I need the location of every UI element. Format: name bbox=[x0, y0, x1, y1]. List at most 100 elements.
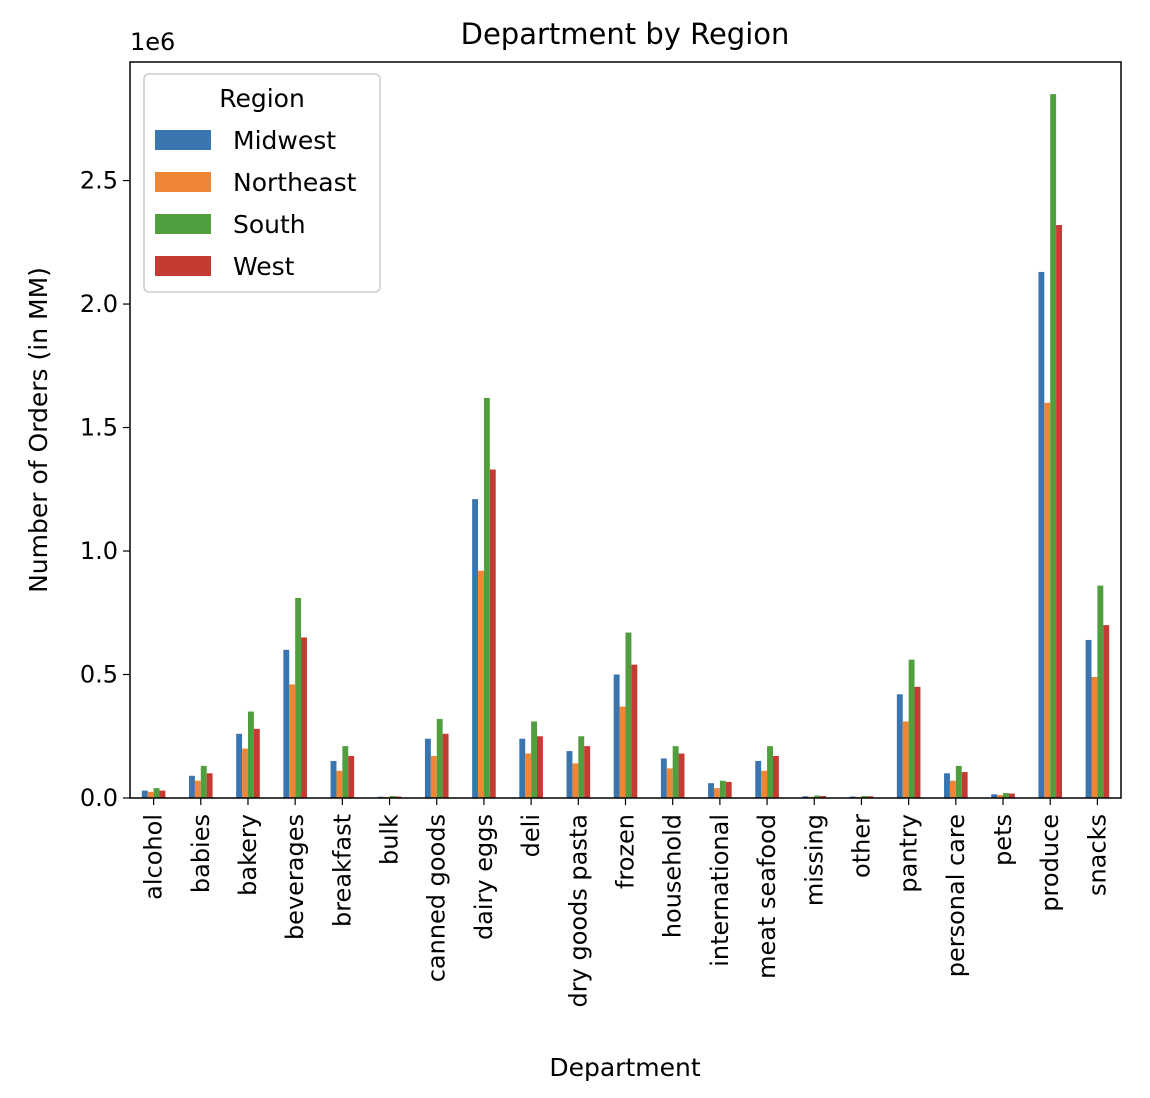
legend-label-south: South bbox=[233, 210, 306, 239]
y-tick-label: 2.5 bbox=[80, 167, 118, 195]
bar-northeast-pantry bbox=[902, 721, 909, 798]
x-tick-label: alcohol bbox=[140, 814, 168, 900]
bar-midwest-produce bbox=[1038, 271, 1045, 798]
legend-swatch-south bbox=[155, 214, 211, 234]
bar-midwest-pantry bbox=[896, 694, 903, 798]
bar-midwest-dry-goods-pasta bbox=[566, 751, 573, 798]
bar-south-dry-goods-pasta bbox=[578, 736, 585, 798]
bar-south-meat-seafood bbox=[767, 746, 773, 798]
bar-northeast-dairy-eggs bbox=[478, 570, 484, 798]
x-tick-label: dairy eggs bbox=[470, 814, 498, 940]
bar-midwest-meat-seafood bbox=[755, 760, 762, 798]
bar-west-babies bbox=[206, 773, 213, 798]
bar-midwest-breakfast bbox=[330, 760, 337, 798]
bar-northeast-produce bbox=[1044, 402, 1051, 798]
bar-south-missing bbox=[814, 795, 821, 798]
bar-south-pets bbox=[1003, 793, 1009, 798]
bar-northeast-deli bbox=[525, 753, 532, 798]
bar-northeast-dry-goods-pasta bbox=[572, 763, 579, 798]
bar-west-personal-care bbox=[961, 772, 968, 798]
x-tick-label: beverages bbox=[281, 814, 309, 940]
bar-west-other bbox=[867, 796, 874, 798]
x-tick-label: canned goods bbox=[423, 814, 451, 982]
x-tick-label: meat seafood bbox=[753, 814, 781, 979]
bar-south-alcohol bbox=[153, 788, 160, 798]
x-tick-label: deli bbox=[517, 814, 545, 857]
x-tick-label: other bbox=[847, 814, 875, 878]
x-tick-label: snacks bbox=[1083, 814, 1111, 896]
bar-northeast-pets bbox=[997, 795, 1004, 798]
bar-west-dry-goods-pasta bbox=[584, 746, 591, 798]
bar-west-alcohol bbox=[159, 790, 166, 798]
bar-midwest-personal-care bbox=[944, 773, 950, 798]
legend-label-midwest: Midwest bbox=[233, 126, 336, 155]
x-axis-label: Department bbox=[549, 1053, 700, 1082]
bar-northeast-snacks bbox=[1091, 676, 1098, 798]
bar-south-deli bbox=[531, 721, 538, 798]
y-tick-label: 0.0 bbox=[80, 784, 118, 812]
bar-midwest-bakery bbox=[236, 733, 243, 798]
bar-west-snacks bbox=[1103, 625, 1110, 798]
bar-northeast-babies bbox=[194, 780, 201, 798]
bar-south-other bbox=[861, 796, 868, 798]
legend-swatch-midwest bbox=[155, 130, 211, 150]
bar-midwest-frozen bbox=[613, 674, 620, 798]
bar-west-produce bbox=[1056, 225, 1063, 798]
bar-midwest-babies bbox=[188, 775, 195, 798]
x-tick-label: bakery bbox=[234, 814, 262, 896]
bar-northeast-breakfast bbox=[336, 770, 343, 798]
bar-northeast-alcohol bbox=[147, 791, 154, 798]
bar-west-missing bbox=[820, 796, 827, 798]
x-tick-label: household bbox=[659, 814, 687, 938]
legend-label-northeast: Northeast bbox=[233, 168, 357, 197]
bar-northeast-beverages bbox=[289, 684, 296, 798]
y-tick-label: 0.5 bbox=[80, 661, 118, 689]
bar-west-frozen bbox=[631, 664, 638, 798]
bar-west-bakery bbox=[253, 728, 260, 798]
bar-northeast-canned-goods bbox=[430, 756, 437, 798]
bar-northeast-frozen bbox=[619, 706, 626, 798]
legend-box bbox=[143, 73, 381, 293]
axes-layer: alcohol babies bakery beverages breakfast bul… bbox=[80, 167, 1112, 1008]
bar-south-international bbox=[719, 780, 726, 798]
bar-west-breakfast bbox=[348, 756, 355, 798]
bar-west-meat-seafood bbox=[772, 756, 779, 798]
bar-midwest-alcohol bbox=[141, 790, 148, 798]
bar-northeast-personal-care bbox=[949, 780, 956, 798]
bar-south-bulk bbox=[389, 796, 396, 798]
bar-south-dairy-eggs bbox=[483, 397, 490, 798]
bar-west-beverages bbox=[301, 637, 307, 798]
x-tick-label: dry goods pasta bbox=[564, 814, 592, 1007]
bar-west-pets bbox=[1008, 793, 1015, 798]
legend-swatch-northeast bbox=[155, 172, 211, 192]
legend: Region Midwest Northeast South West bbox=[143, 73, 381, 293]
x-tick-label: frozen bbox=[612, 814, 640, 889]
legend-swatch-west bbox=[155, 256, 211, 276]
bar-south-snacks bbox=[1097, 585, 1104, 798]
y-tick-label: 1.5 bbox=[80, 414, 118, 442]
y-tick-label: 2.0 bbox=[80, 290, 118, 318]
bar-northeast-bakery bbox=[242, 748, 248, 798]
plot-frame bbox=[129, 61, 1122, 799]
legend-title: Region bbox=[219, 84, 305, 113]
bar-south-frozen bbox=[625, 632, 632, 798]
bar-south-household bbox=[672, 746, 679, 798]
bar-south-canned-goods bbox=[436, 718, 443, 798]
bar-west-canned-goods bbox=[442, 733, 449, 798]
y-axis-label: Number of Orders (in MM) bbox=[24, 267, 53, 593]
x-tick-label: missing bbox=[800, 814, 828, 906]
x-tick-label: produce bbox=[1036, 814, 1064, 912]
bar-midwest-snacks bbox=[1085, 639, 1092, 798]
bar-south-pantry bbox=[908, 659, 915, 798]
bar-northeast-international bbox=[713, 788, 720, 798]
bar-midwest-missing bbox=[802, 796, 809, 798]
bar-south-babies bbox=[200, 765, 207, 798]
bar-midwest-pets bbox=[991, 794, 998, 798]
bar-northeast-meat-seafood bbox=[761, 770, 768, 798]
x-tick-label: pantry bbox=[895, 814, 923, 893]
bar-midwest-beverages bbox=[283, 649, 290, 798]
x-tick-label: bulk bbox=[376, 814, 404, 865]
bar-south-breakfast bbox=[342, 746, 349, 798]
